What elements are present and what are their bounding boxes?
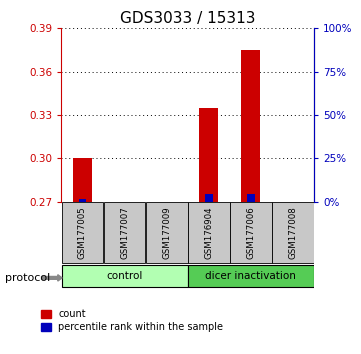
Bar	[188, 265, 314, 287]
Text: dicer inactivation: dicer inactivation	[205, 270, 296, 281]
Bar	[79, 199, 86, 202]
Bar	[199, 108, 218, 202]
Bar	[242, 50, 260, 202]
Bar	[188, 202, 230, 263]
Title: GDS3033 / 15313: GDS3033 / 15313	[120, 11, 256, 26]
Text: GSM177008: GSM177008	[288, 206, 297, 259]
Legend: count, percentile rank within the sample: count, percentile rank within the sample	[41, 309, 223, 332]
Bar	[62, 202, 103, 263]
Bar	[205, 194, 213, 202]
Bar	[62, 265, 187, 287]
Bar	[146, 202, 187, 263]
Bar	[272, 202, 314, 263]
Bar	[247, 194, 255, 202]
Bar	[73, 159, 92, 202]
Text: protocol: protocol	[5, 273, 51, 283]
Text: GSM177007: GSM177007	[120, 206, 129, 259]
Bar	[230, 202, 272, 263]
Text: GSM176904: GSM176904	[204, 206, 213, 259]
Text: GSM177005: GSM177005	[78, 206, 87, 259]
Bar	[104, 202, 145, 263]
Text: GSM177009: GSM177009	[162, 206, 171, 259]
Text: control: control	[106, 270, 143, 281]
Text: GSM177006: GSM177006	[247, 206, 255, 259]
